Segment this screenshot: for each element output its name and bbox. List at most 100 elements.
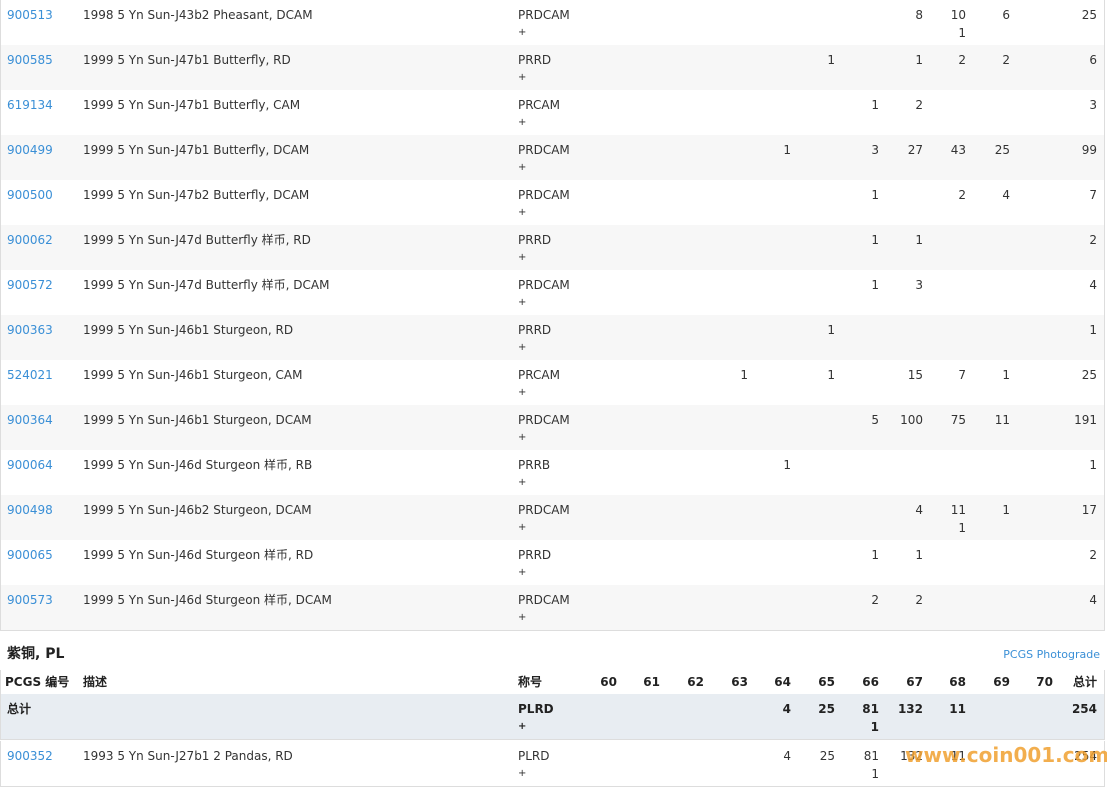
cell: [580, 0, 625, 46]
cell: [755, 270, 799, 316]
grade-count: 5: [871, 413, 879, 427]
grade-count: 1: [783, 143, 791, 157]
cell: [973, 315, 1018, 361]
designation: PRDCAM: [518, 8, 570, 22]
column-header: 总计: [1072, 675, 1097, 689]
pcgs-link[interactable]: 900513: [7, 8, 53, 22]
cell: [78, 585, 514, 631]
cell: [667, 135, 712, 181]
cell: [755, 694, 799, 740]
description: 1999 5 Yn Sun-J47d Butterfly 样币, DCAM: [83, 278, 330, 292]
cell: [667, 540, 712, 586]
cell: [973, 360, 1018, 406]
pcgs-link[interactable]: 900065: [7, 548, 53, 562]
cell: [78, 670, 514, 695]
cell: [580, 540, 625, 586]
plus-sign: +: [518, 27, 527, 38]
designation: PRDCAM: [518, 503, 570, 517]
grade-count: 6: [1002, 8, 1010, 22]
cell: [973, 0, 1018, 46]
pcgs-link[interactable]: 900352: [7, 749, 53, 763]
cell: [842, 450, 887, 496]
grade-count: 81: [863, 749, 879, 763]
cell: [930, 135, 974, 181]
grade-count: 3: [871, 143, 879, 157]
cell: [798, 135, 843, 181]
cell: [842, 585, 887, 631]
cell: [842, 360, 887, 406]
pcgs-link[interactable]: 900573: [7, 593, 53, 607]
cell: [78, 180, 514, 226]
cell: [624, 315, 668, 361]
cell: [886, 450, 931, 496]
pcgs-link[interactable]: 900499: [7, 143, 53, 157]
cell: [886, 225, 931, 271]
cell: [513, 540, 581, 586]
grade-count: 254: [1074, 749, 1097, 763]
cell: [930, 180, 974, 226]
cell: [886, 741, 931, 787]
pcgs-link[interactable]: 619134: [7, 98, 53, 112]
column-header: 67: [906, 675, 923, 689]
grade-count: 2: [915, 593, 923, 607]
photograde-link[interactable]: PCGS Photograde: [1003, 648, 1100, 661]
cell: [0, 694, 79, 740]
grade-count: 43: [950, 143, 966, 157]
cell: [1017, 90, 1061, 136]
cell: [798, 90, 843, 136]
grade-count: 132: [900, 749, 923, 763]
grade-count: 132: [897, 702, 923, 716]
cell: [78, 360, 514, 406]
cell: [667, 180, 712, 226]
plus-sign: +: [518, 162, 527, 173]
cell: [1060, 135, 1105, 181]
cell: [711, 450, 756, 496]
pcgs-link[interactable]: 524021: [7, 368, 53, 382]
grade-count: 1: [915, 233, 923, 247]
pcgs-link[interactable]: 900363: [7, 323, 53, 337]
plus-sign: +: [518, 387, 527, 398]
cell: [624, 450, 668, 496]
pcgs-link[interactable]: 900498: [7, 503, 53, 517]
pcgs-link[interactable]: 900500: [7, 188, 53, 202]
cell: [973, 225, 1018, 271]
section-title: 紫铜, PL: [7, 646, 65, 662]
cell: [711, 585, 756, 631]
cell: [513, 90, 581, 136]
grade-count: 25: [1081, 8, 1097, 22]
plus-sign: +: [518, 768, 527, 779]
cell: [886, 180, 931, 226]
cell: [624, 540, 668, 586]
cell: [1060, 315, 1105, 361]
grade-count: 1: [827, 368, 835, 382]
cell: [1060, 694, 1105, 740]
pcgs-link[interactable]: 900585: [7, 53, 53, 67]
cell: [930, 225, 974, 271]
designation: PRDCAM: [518, 593, 570, 607]
grade-count: 1: [958, 26, 966, 40]
pcgs-link[interactable]: 900572: [7, 278, 53, 292]
cell: [755, 135, 799, 181]
cell: [580, 694, 625, 740]
grade-count: 1: [870, 720, 879, 734]
cell: [798, 495, 843, 541]
pcgs-link[interactable]: 900062: [7, 233, 53, 247]
column-header: 65: [818, 675, 835, 689]
cell: [886, 694, 931, 740]
cell: [1060, 90, 1105, 136]
cell: [0, 135, 79, 181]
cell: [624, 694, 668, 740]
pcgs-link[interactable]: 900364: [7, 413, 53, 427]
cell: [711, 540, 756, 586]
cell: [667, 694, 712, 740]
cell: [624, 585, 668, 631]
pcgs-link[interactable]: 900064: [7, 458, 53, 472]
plus-sign: +: [518, 342, 527, 353]
cell: [624, 180, 668, 226]
description: 1999 5 Yn Sun-J47b1 Butterfly, RD: [83, 53, 291, 67]
cell: [667, 0, 712, 46]
cell: [973, 450, 1018, 496]
cell: [842, 90, 887, 136]
cell: [0, 0, 79, 46]
cell: [580, 45, 625, 91]
